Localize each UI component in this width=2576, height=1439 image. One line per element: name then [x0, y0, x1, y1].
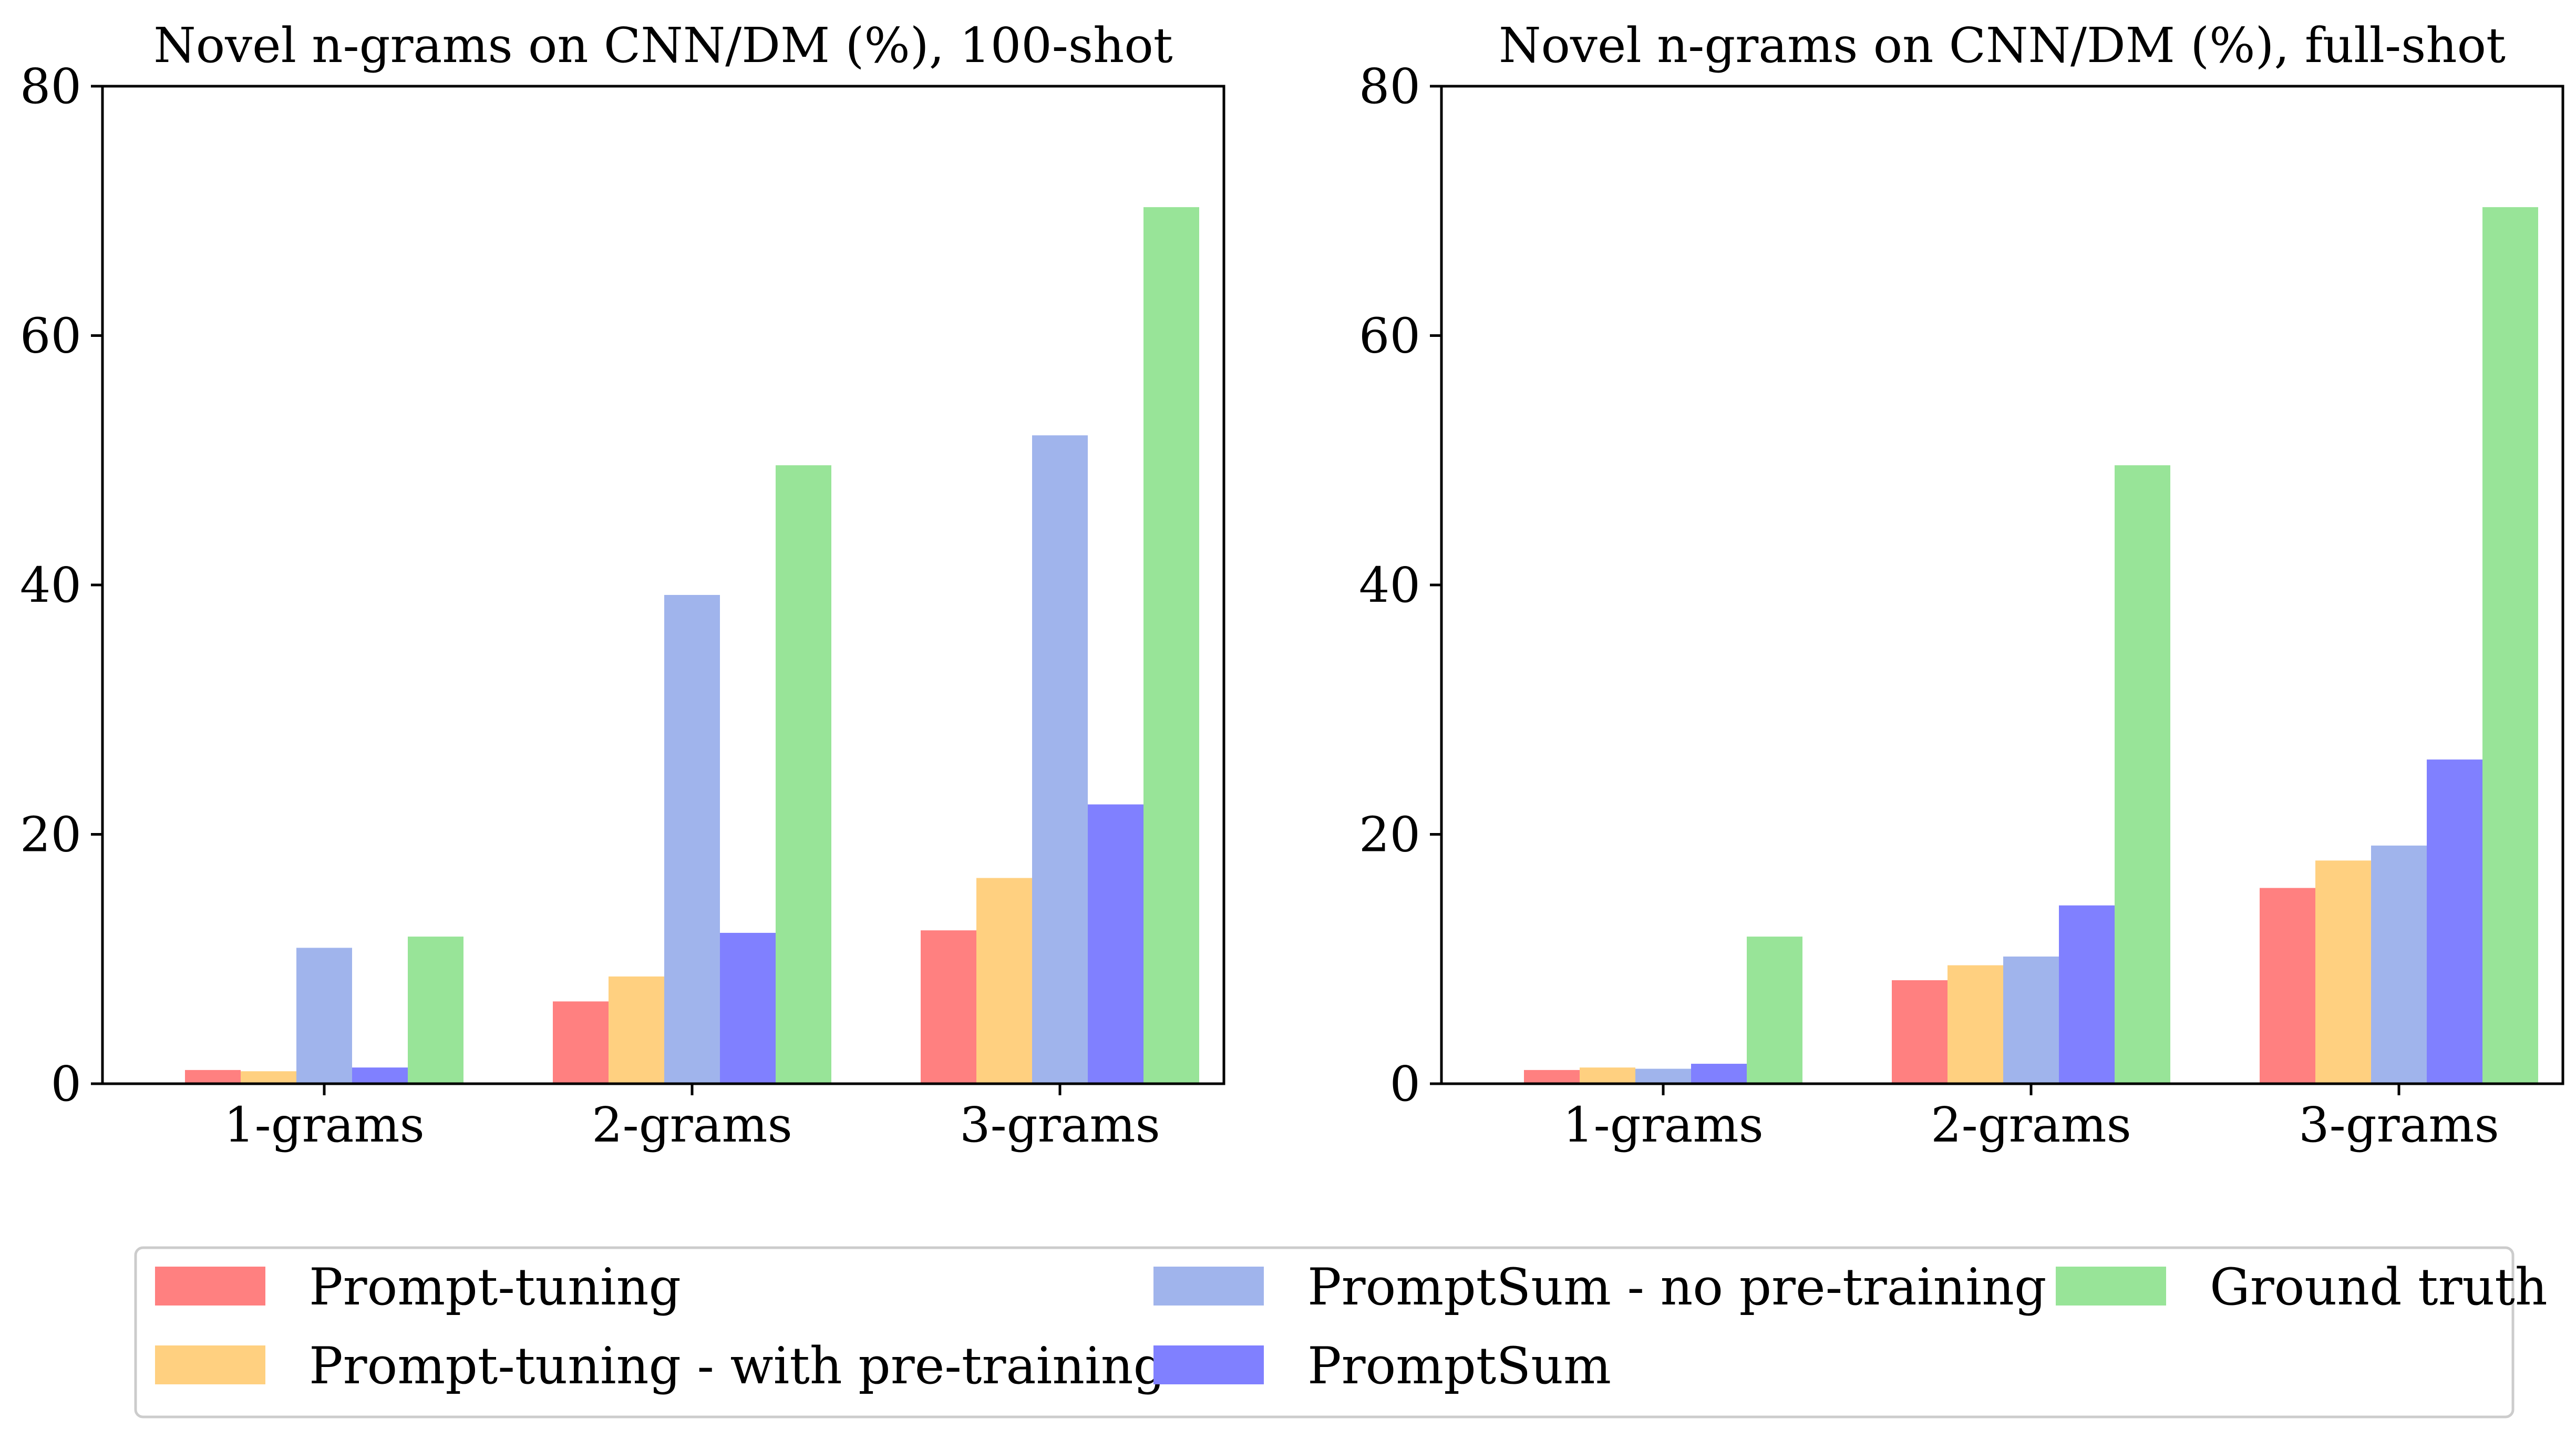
y-tick-label: 60 [20, 308, 81, 364]
bar-promptsum-2-grams [2059, 905, 2115, 1084]
bar-prompt-tuning-with-pre-training-1-grams [1580, 1067, 1635, 1084]
chart-title: Novel n-grams on CNN/DM (%), full-shot [1499, 17, 2506, 74]
bar-prompt-tuning-with-pre-training-2-grams [609, 976, 664, 1084]
legend-label-prompt-tuning: Prompt-tuning [309, 1258, 681, 1317]
y-tick-label: 0 [50, 1056, 81, 1112]
bar-promptsum-2-grams [720, 932, 776, 1084]
y-axis: 0 20 40 60 80 [20, 58, 102, 1112]
legend-swatch-promptsum [1153, 1345, 1264, 1384]
bar-promptsum-no-pre-training-2-grams [2003, 957, 2059, 1084]
bar-ground-truth-1-grams [408, 937, 463, 1084]
bar-ground-truth-3-grams [1143, 207, 1199, 1084]
x-tick-label: 2-grams [1931, 1097, 2131, 1153]
bar-promptsum-3-grams [2427, 759, 2482, 1084]
bar-prompt-tuning-with-pre-training-2-grams [1948, 965, 2003, 1084]
x-tick-label: 1-grams [1563, 1097, 1764, 1153]
bar-prompt-tuning-1-grams [1524, 1070, 1580, 1084]
bar-prompt-tuning-2-grams [553, 1001, 609, 1084]
legend-label-promptsum-no-pretraining: PromptSum - no pre-training [1307, 1258, 2046, 1317]
y-tick-label: 0 [1389, 1056, 1420, 1112]
bar-prompt-tuning-3-grams [921, 930, 976, 1084]
legend-swatch-promptsum-no-pretraining [1153, 1267, 1264, 1306]
bar-promptsum-1-grams [352, 1067, 408, 1084]
bar-ground-truth-3-grams [2482, 207, 2538, 1084]
x-tick-label: 3-grams [960, 1097, 1160, 1153]
y-tick-label: 60 [1359, 308, 1420, 364]
y-axis: 0 20 40 60 80 [1359, 58, 1441, 1112]
x-tick-label: 3-grams [2299, 1097, 2499, 1153]
x-tick-label: 1-grams [224, 1097, 425, 1153]
legend-swatch-ground-truth [2056, 1267, 2166, 1306]
x-axis: 1-grams 2-grams 3-grams [224, 1084, 1160, 1153]
chart-panel-full-shot: Novel n-grams on CNN/DM (%), full-shot 0… [1359, 17, 2564, 1153]
bar-promptsum-no-pre-training-1-grams [296, 948, 352, 1084]
bar-promptsum-no-pre-training-3-grams [1032, 435, 1088, 1084]
legend-frame [134, 1246, 2515, 1419]
bar-prompt-tuning-2-grams [1892, 980, 1948, 1084]
y-tick-label: 80 [20, 58, 81, 115]
bar-prompt-tuning-3-grams [2260, 888, 2315, 1084]
bar-promptsum-1-grams [1691, 1064, 1747, 1084]
bar-prompt-tuning-1-grams [185, 1070, 241, 1084]
bar-promptsum-no-pre-training-3-grams [2371, 845, 2427, 1084]
y-tick-label: 20 [20, 807, 81, 863]
bar-ground-truth-2-grams [776, 465, 831, 1084]
chart-title: Novel n-grams on CNN/DM (%), 100-shot [153, 17, 1172, 74]
x-axis: 1-grams 2-grams 3-grams [1563, 1084, 2499, 1153]
bar-group [1524, 207, 2538, 1084]
y-tick-label: 40 [20, 557, 81, 613]
legend-label-prompt-tuning-pretraining: Prompt-tuning - with pre-training [309, 1337, 1166, 1395]
y-tick-label: 20 [1359, 807, 1420, 863]
bar-prompt-tuning-with-pre-training-3-grams [976, 878, 1032, 1084]
bar-prompt-tuning-with-pre-training-1-grams [241, 1071, 296, 1084]
bar-group [185, 207, 1199, 1084]
bar-promptsum-no-pre-training-2-grams [664, 594, 720, 1084]
legend-label-ground-truth: Ground truth [2210, 1258, 2548, 1317]
bar-prompt-tuning-with-pre-training-3-grams [2315, 860, 2371, 1084]
bar-ground-truth-2-grams [2115, 465, 2170, 1084]
legend-swatch-prompt-tuning-pretraining [155, 1345, 265, 1384]
bar-ground-truth-1-grams [1747, 937, 1802, 1084]
y-tick-label: 80 [1359, 58, 1420, 115]
y-tick-label: 40 [1359, 557, 1420, 613]
bar-promptsum-no-pre-training-1-grams [1635, 1068, 1691, 1084]
chart-panel-100-shot: Novel n-grams on CNN/DM (%), 100-shot 0 2… [20, 17, 1225, 1153]
x-tick-label: 2-grams [592, 1097, 792, 1153]
legend: Prompt-tuning Prompt-tuning - with pre-t… [134, 1246, 2548, 1419]
bar-promptsum-3-grams [1088, 804, 1143, 1084]
legend-swatch-prompt-tuning [155, 1267, 265, 1306]
legend-label-promptsum: PromptSum [1307, 1337, 1611, 1395]
